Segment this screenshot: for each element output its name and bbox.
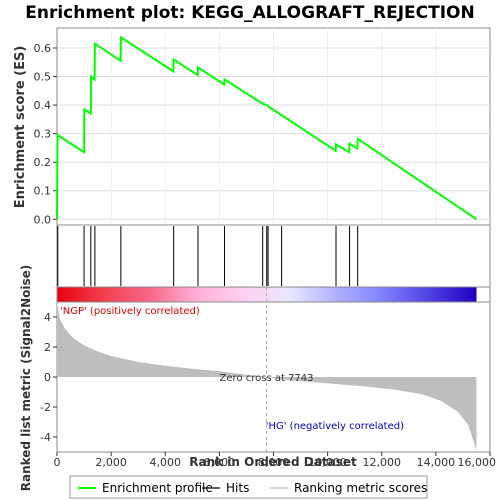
metric-y-tick-label: -2 xyxy=(40,401,51,414)
metric-x-ticks: 0 2,000 4,000 6,000 8,000 10,000 12,000 14,000 1… xyxy=(54,452,497,469)
es-y-ticks: 0.0 0.1 0.2 0.3 0.4 0.5 0.6 xyxy=(34,42,57,226)
es-y-tick-label: 0.2 xyxy=(34,156,52,169)
x-tick-label: 0 xyxy=(54,456,61,469)
legend-label: Enrichment profile xyxy=(102,481,213,495)
es-gridlines xyxy=(57,28,490,225)
es-y-tick-label: 0.6 xyxy=(34,42,52,55)
x-tick-label: 8,000 xyxy=(258,456,290,469)
metric-y-tick-label: -4 xyxy=(40,431,51,444)
x-tick-label: 6,000 xyxy=(204,456,236,469)
x-tick-label: 10,000 xyxy=(308,456,347,469)
es-y-tick-label: 0.5 xyxy=(34,71,52,84)
zero-cross-label: Zero cross at 7743 xyxy=(220,373,314,384)
x-axis-label: Rank in Ordered Dataset xyxy=(189,455,357,469)
es-panel: 0.0 0.1 0.2 0.3 0.4 0.5 0.6 Enrichment score (… xyxy=(13,27,491,226)
metric-y-tick-label: 2 xyxy=(44,341,51,354)
es-y-tick-label: 0.4 xyxy=(34,99,52,112)
ranking-color-bar xyxy=(56,286,491,303)
legend-label: Ranking metric scores xyxy=(294,481,427,495)
x-tick-label: 4,000 xyxy=(150,456,182,469)
legend: Enrichment profile Hits Ranking metric sco… xyxy=(69,475,428,499)
positive-correlation-label: 'NGP' (positively correlated) xyxy=(60,306,200,317)
legend-frame xyxy=(69,475,428,499)
hits-panel xyxy=(56,224,491,288)
metric-panel: Zero cross at 7743 'NGP' (positively cor… xyxy=(19,265,496,492)
enrichment-profile-line xyxy=(56,35,478,221)
metric-y-ticks: 4 2 0 -2 -4 xyxy=(40,311,57,444)
negative-correlation-label: 'HG' (negatively correlated) xyxy=(266,421,404,432)
hits-panel-frame xyxy=(56,224,491,288)
ranking-metric-area xyxy=(57,302,477,451)
chart-title: Enrichment plot: KEGG_ALLOGRAFT_REJECTIO… xyxy=(25,3,475,23)
metric-y-tick-label: 0 xyxy=(44,371,51,384)
es-y-tick-label: 0.3 xyxy=(34,128,52,141)
x-tick-label: 16,000 xyxy=(458,456,497,469)
x-tick-label: 2,000 xyxy=(95,456,127,469)
es-y-axis-label: Enrichment score (ES) xyxy=(13,46,28,209)
x-tick-label: 12,000 xyxy=(363,456,402,469)
hit-lines xyxy=(57,226,359,286)
x-tick-label: 14,000 xyxy=(417,456,456,469)
metric-y-tick-label: 4 xyxy=(44,311,51,324)
legend-label: Hits xyxy=(226,481,249,495)
es-y-tick-label: 0.0 xyxy=(34,213,52,226)
es-y-tick-label: 0.1 xyxy=(34,185,52,198)
metric-y-axis-label: Ranked list metric (Signal2Noise) xyxy=(19,265,33,492)
